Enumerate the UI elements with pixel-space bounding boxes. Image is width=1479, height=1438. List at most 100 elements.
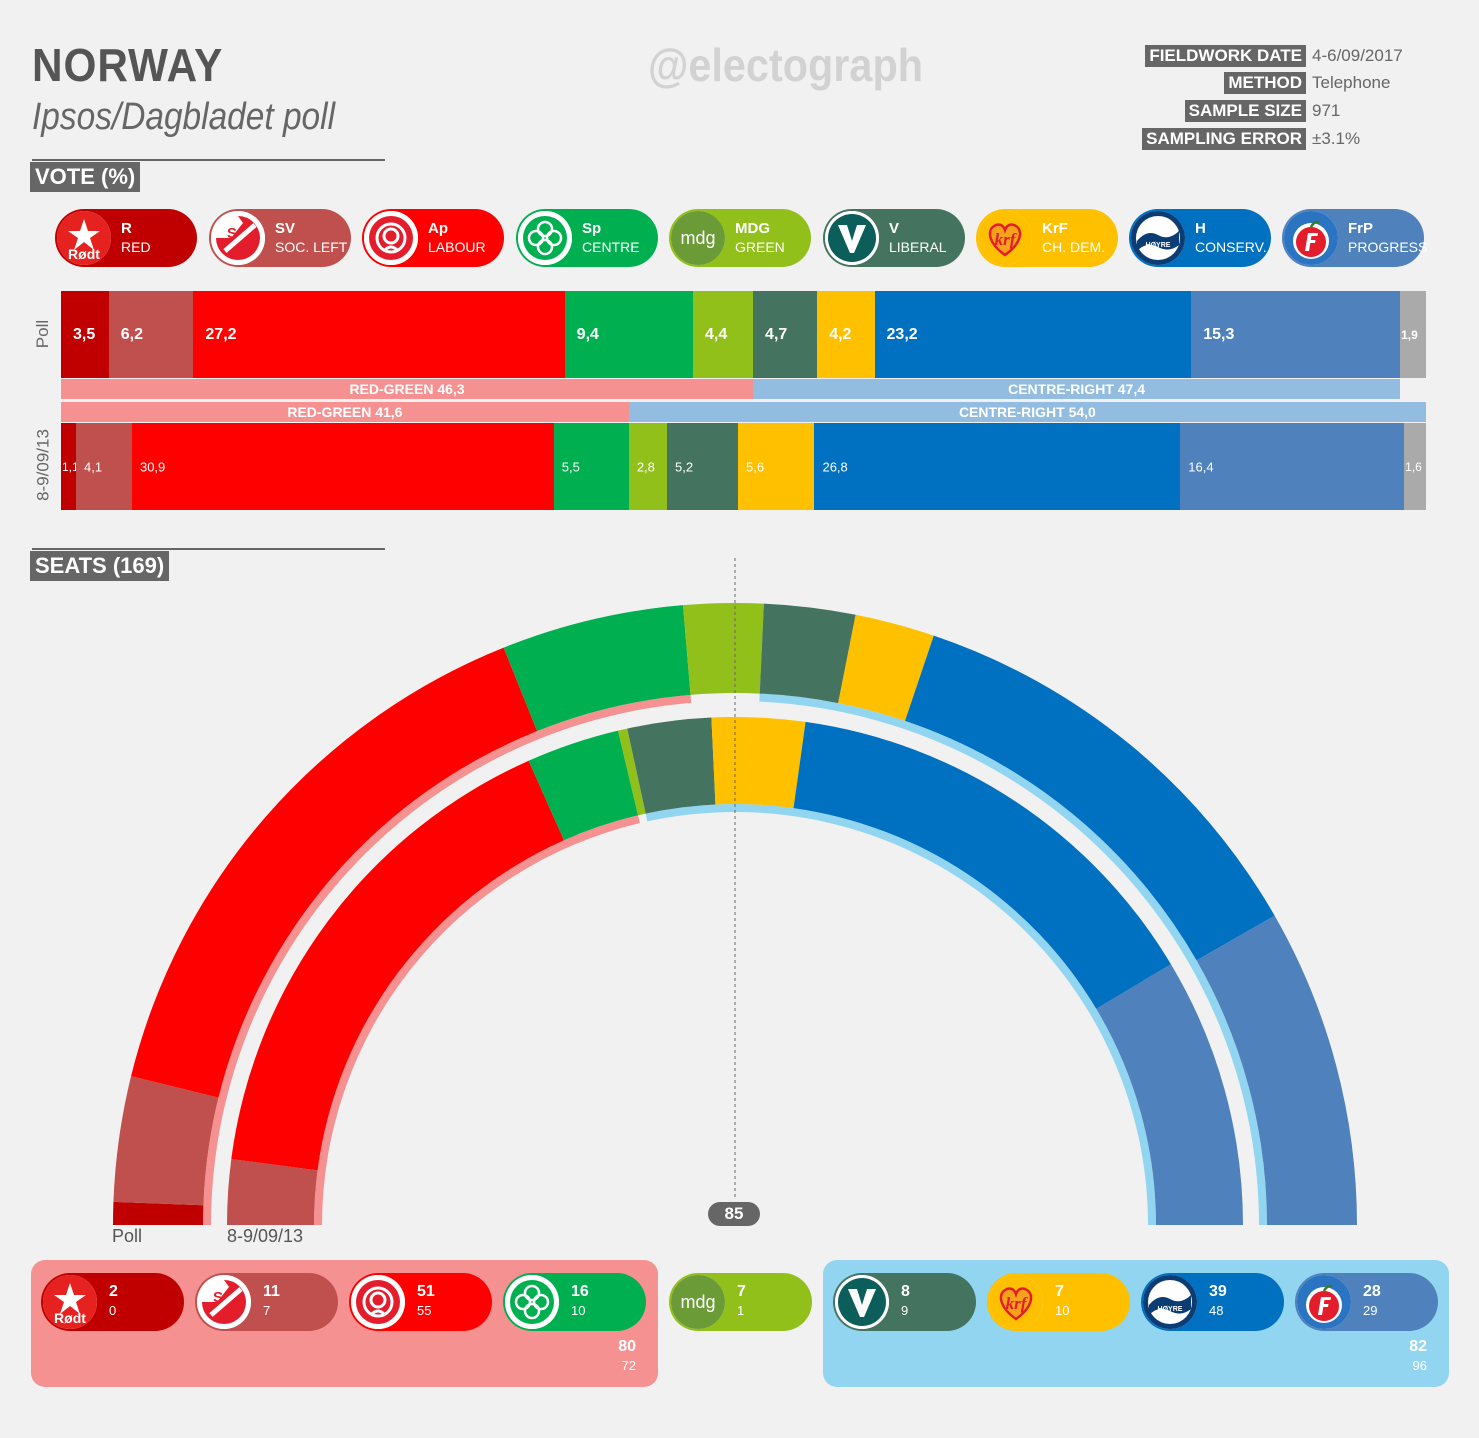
poll-seat-arc-sp — [503, 605, 691, 732]
poll-bar-frp: 15,3 — [1191, 291, 1401, 378]
previous-seat-arc-krf — [711, 717, 806, 809]
party-code: FrP — [1348, 220, 1374, 237]
poll-bar-mdg: 4,4 — [692, 291, 754, 378]
clover-logo-icon — [518, 211, 572, 265]
bar-value-label: 9,4 — [576, 325, 599, 343]
party-name: CENTRE — [582, 239, 640, 255]
bar-value-label: 23,2 — [886, 325, 918, 343]
party-code: V — [889, 220, 900, 237]
previous-bar-v: 5,2 — [667, 423, 739, 510]
previous-seat-arc-sv — [227, 1159, 318, 1225]
poll-seats: 2 — [109, 1283, 118, 1300]
svg-text:HØYRE: HØYRE — [1146, 242, 1171, 249]
poll-seat-arc-krf — [838, 614, 934, 721]
legend-chip-r: Rødt R RED — [55, 209, 197, 267]
bar-value-label: 1,6 — [1405, 459, 1422, 474]
krf-heart-logo-icon: krf — [989, 1275, 1043, 1329]
seat-chip-sv: S 11 7 — [195, 1273, 338, 1331]
bar-value-label: 4,7 — [765, 325, 788, 343]
previous-seats: 10 — [571, 1303, 586, 1318]
bar-value-label: 15,3 — [1203, 325, 1235, 343]
seats-section-rule — [32, 548, 385, 550]
previous-seats: 48 — [1209, 1303, 1224, 1318]
bar-value-label: 4,2 — [829, 325, 852, 343]
poll-seat-arc-sv — [113, 1076, 219, 1206]
previous-seats: 7 — [263, 1303, 271, 1318]
rose-logo-icon — [351, 1275, 405, 1329]
svg-text:krf: krf — [995, 230, 1018, 249]
page-subtitle: Ipsos/Dagbladet poll — [32, 96, 336, 138]
poll-seat-arc-h — [905, 635, 1275, 961]
poll-seat-arc-r — [113, 1201, 204, 1225]
poll-seat-arc-ap — [131, 647, 538, 1098]
previous-seat-arc-frp — [1096, 964, 1243, 1225]
page-title: NORWAY — [32, 39, 224, 91]
poll-bloc-bar-1: CENTRE-RIGHT 47,4 — [753, 379, 1401, 399]
frp-apple-logo-icon — [1297, 1275, 1351, 1329]
sampling-error-label: SAMPLING ERROR — [1142, 128, 1306, 150]
mdg-logo-icon: mdg — [671, 1275, 725, 1329]
rodt-star-logo-icon: Rødt — [43, 1275, 97, 1329]
previous-seats: 55 — [417, 1303, 432, 1318]
sampling-error-value: ±3.1% — [1312, 129, 1361, 148]
previous-bar-h: 26,8 — [814, 423, 1181, 510]
previous-red-green-band — [314, 815, 640, 1225]
seat-chip-frp: 28 29 — [1295, 1273, 1438, 1331]
previous-seats: 9 — [901, 1303, 909, 1318]
previous-seat-arc-v — [627, 717, 716, 814]
bar-value-label: 4,1 — [84, 459, 103, 474]
previous-seat-arc-mdg — [618, 728, 646, 816]
poll-seats: 7 — [1055, 1283, 1064, 1300]
party-code: KrF — [1042, 220, 1068, 237]
mdg-logo-icon: mdg — [671, 211, 725, 265]
seat-chip-h: HØYRE 39 48 — [1141, 1273, 1284, 1331]
centre-right-previous-total: 96 — [1412, 1358, 1427, 1373]
previous-seat-arc-sp — [528, 730, 639, 841]
centre-right-poll-total: 82 — [1409, 1338, 1427, 1355]
clover-logo-icon — [505, 1275, 559, 1329]
seat-chip-v: 8 9 — [833, 1273, 976, 1331]
sv-flag-logo-icon: S — [197, 1275, 251, 1329]
krf-heart-logo-icon: krf — [978, 211, 1032, 265]
fieldwork-date-value: 4-6/09/2017 — [1312, 46, 1403, 65]
poll-seats: 16 — [571, 1283, 589, 1300]
party-name: PROGRESS — [1348, 239, 1428, 255]
fieldwork-date-label: FIELDWORK DATE — [1145, 45, 1306, 67]
poll-seats: 39 — [1209, 1283, 1227, 1300]
party-name: CONSERV. — [1195, 239, 1267, 255]
frp-apple-logo-icon — [1284, 211, 1338, 265]
svg-text:Rødt: Rødt — [54, 1310, 86, 1326]
seat-chip-sp: 16 10 — [503, 1273, 646, 1331]
poll-seats: 51 — [417, 1283, 435, 1300]
party-name: LIBERAL — [889, 239, 947, 255]
seat-chip-mdg: mdg 7 1 — [669, 1273, 812, 1331]
bar-value-label: 5,2 — [675, 459, 694, 474]
previous-bar-mdg: 2,8 — [628, 423, 668, 510]
svg-text:mdg: mdg — [680, 1292, 715, 1312]
previous-seat-arc-ap — [231, 760, 565, 1171]
party-name: CH. DEM. — [1042, 239, 1105, 255]
svg-text:Rødt: Rødt — [68, 246, 100, 262]
red-green-previous-total: 72 — [621, 1358, 636, 1373]
poll-bar-others: 1,9 — [1400, 291, 1426, 378]
previous-bar-krf: 5,6 — [738, 423, 815, 510]
legend-chip-h: HØYRE H CONSERV. — [1129, 209, 1271, 267]
bar-value-label: 6,2 — [120, 325, 144, 343]
watermark: @electograph — [648, 39, 924, 91]
previous-bar-frp: 16,4 — [1180, 423, 1405, 510]
bar-value-label: 16,4 — [1188, 459, 1214, 474]
party-name: LABOUR — [428, 239, 486, 255]
bar-value-label: 5,6 — [746, 459, 765, 474]
previous-seats: 29 — [1363, 1303, 1378, 1318]
method-value: Telephone — [1312, 73, 1391, 92]
poll-bar-sv: 6,2 — [108, 291, 194, 378]
poll-seats: 11 — [263, 1283, 280, 1300]
outer-ring-label: Poll — [112, 1226, 143, 1246]
poll-bar-r: 3,5 — [61, 291, 109, 378]
party-code: H — [1195, 220, 1206, 237]
previous-bar-sv: 4,1 — [76, 423, 132, 510]
legend-chip-sp: Sp CENTRE — [516, 209, 658, 267]
previous-seats: 10 — [1055, 1303, 1070, 1318]
bar-value-label: 26,8 — [822, 459, 848, 474]
seat-chip-ap: 51 55 — [349, 1273, 492, 1331]
